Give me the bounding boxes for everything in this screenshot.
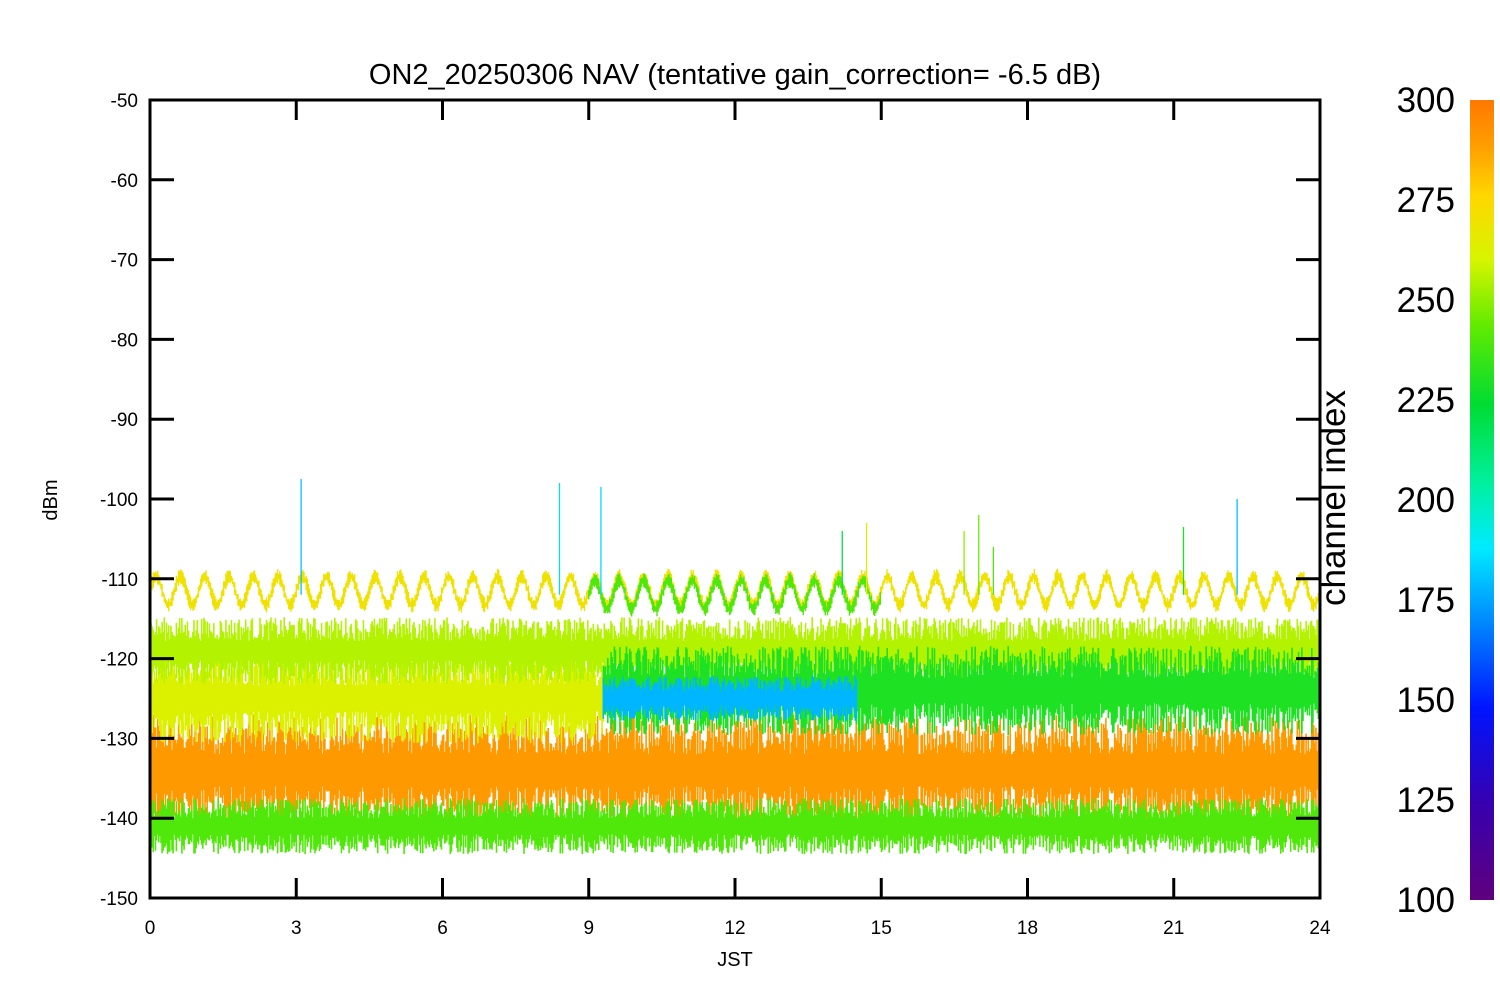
colorbar-tick-label: 100 [1397, 881, 1455, 920]
colorbar-tick-label: 175 [1397, 581, 1455, 620]
colorbar-tick-label: 250 [1397, 281, 1455, 320]
colorbar-label: channel index [1314, 390, 1353, 606]
y-tick-label: -60 [111, 171, 138, 192]
colorbar-tick-label: 150 [1397, 681, 1455, 720]
colorbar [1470, 100, 1494, 900]
plot-area [150, 479, 1320, 855]
series-6 [588, 572, 881, 617]
colorbar-tick-label: 225 [1397, 381, 1455, 420]
colorbar-tick-label: 300 [1397, 81, 1455, 120]
x-tick-label: 18 [1017, 918, 1038, 939]
chart-title: ON2_20250306 NAV (tentative gain_correct… [369, 59, 1101, 91]
x-tick-label: 0 [145, 918, 156, 939]
series-4 [602, 676, 858, 721]
series-7-trace [150, 798, 1320, 855]
series-1 [150, 653, 604, 744]
series-4-trace [602, 676, 858, 721]
x-tick-label: 6 [437, 918, 448, 939]
y-tick-label: -50 [111, 91, 138, 112]
colorbar-ticks: 100 125 150 175 200 225 250 275 300 [1397, 81, 1455, 920]
y-tick-label: -140 [100, 809, 138, 830]
series-6-trace [588, 572, 881, 617]
colorbar-gradient [1470, 100, 1494, 900]
x-tick-label: 12 [724, 918, 745, 939]
x-tick-label: 3 [291, 918, 302, 939]
x-axis-label: JST [717, 949, 753, 971]
y-tick-label: -150 [100, 889, 138, 910]
colorbar-tick-label: 200 [1397, 481, 1455, 520]
series-0-trace [150, 714, 1320, 827]
y-axis-label: dBm [40, 479, 62, 520]
y-tick-label: -120 [100, 650, 138, 671]
colorbar-tick-label: 125 [1397, 781, 1455, 820]
series-0 [150, 714, 1320, 827]
colorbar-tick-label: 275 [1397, 181, 1455, 220]
series-1-trace [150, 653, 604, 744]
y-tick-label: -90 [111, 410, 138, 431]
y-tick-label: -130 [100, 729, 138, 750]
x-tick-label: 9 [583, 918, 594, 939]
x-tick-label: 24 [1309, 918, 1331, 939]
series-7 [150, 798, 1320, 855]
y-tick-label: -80 [111, 330, 138, 351]
x-tick-label: 15 [871, 918, 892, 939]
y-tick-label: -100 [100, 490, 138, 511]
x-axis: 0 3 6 9 12 15 18 21 24 [145, 100, 1331, 939]
y-tick-label: -110 [101, 570, 138, 591]
x-tick-label: 21 [1163, 918, 1184, 939]
y-axis: -50 -60 -70 -80 -90 -100 -110 -120 -130 -140 -150 [100, 91, 1320, 910]
y-tick-label: -70 [111, 251, 138, 272]
